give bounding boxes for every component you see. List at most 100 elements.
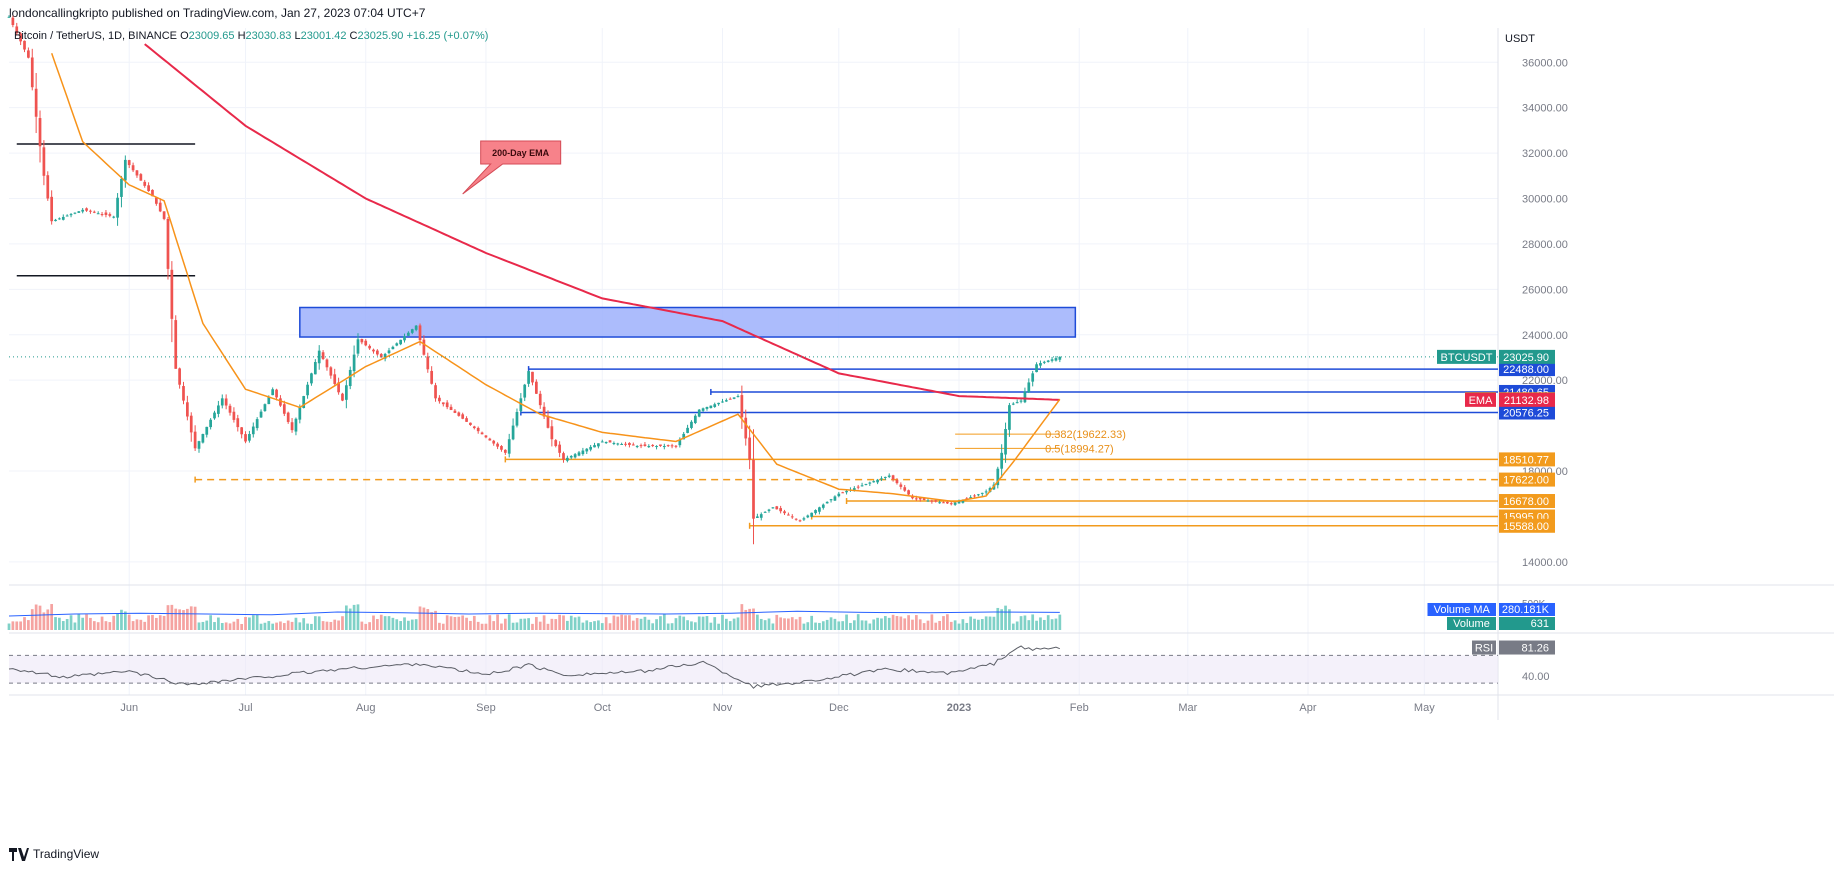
volume-bar <box>759 618 763 630</box>
candle-body <box>19 33 22 42</box>
candle-body <box>515 411 519 426</box>
volume-bar <box>453 616 457 630</box>
x-tick-label: Sep <box>476 702 496 714</box>
candle-body <box>50 196 54 222</box>
candle-body <box>58 218 61 220</box>
candle-body <box>860 485 864 487</box>
price-tag-name: EMA <box>1469 395 1494 407</box>
volume-bar <box>391 617 395 630</box>
candle-body <box>554 440 558 447</box>
candle-body <box>81 209 85 212</box>
volume-tag-value-bg <box>1499 617 1555 630</box>
volume-tag-name: Volume MA <box>1434 604 1491 616</box>
candle-body <box>23 40 26 50</box>
candle-body <box>1054 358 1058 361</box>
candle-body <box>476 427 480 432</box>
price-tag-name: BTCUSDT <box>1441 352 1493 364</box>
candle-body <box>721 401 724 403</box>
x-tick-label: Jun <box>120 702 138 714</box>
volume-tag-value: 280.181K <box>1502 604 1550 616</box>
volume-bar <box>383 616 387 630</box>
candle-body <box>38 118 42 147</box>
volume-bar <box>422 607 426 630</box>
rsi-band <box>9 655 1498 684</box>
volume-bar <box>321 621 325 630</box>
candle-body <box>298 407 302 420</box>
volume-bar <box>756 614 759 630</box>
volume-bar <box>608 623 612 630</box>
candle-body <box>213 412 216 419</box>
o-value: 23009.65 <box>189 30 238 42</box>
price-tag-name-bg <box>1465 392 1496 407</box>
volume-bar <box>1058 614 1062 630</box>
candle-body <box>445 402 449 408</box>
volume-bar <box>577 616 581 630</box>
candle-body <box>356 339 360 354</box>
candle-body <box>717 402 720 405</box>
candle-body <box>310 373 313 384</box>
x-tick-label: Aug <box>356 702 376 714</box>
volume-bar <box>965 622 969 630</box>
level-tag-label: 20576.25 <box>1503 407 1549 419</box>
candle-body <box>771 507 775 509</box>
candle-body <box>480 432 484 435</box>
volume-bar <box>841 621 845 630</box>
candle-body <box>569 456 573 458</box>
volume-bar <box>244 616 247 630</box>
candle-body <box>670 445 674 447</box>
volume-bar <box>662 614 666 630</box>
volume-bar <box>178 609 181 630</box>
candle-body <box>996 468 1000 486</box>
volume-bar <box>123 611 127 630</box>
level-tag-label: 16678.00 <box>1503 496 1549 508</box>
candle-body <box>472 426 476 429</box>
volume-bar <box>1054 618 1058 630</box>
volume-bar <box>612 615 616 630</box>
volume-bar <box>34 604 38 630</box>
candle-body <box>767 509 771 511</box>
volume-bar <box>154 617 158 630</box>
rsi-line <box>8 645 1060 689</box>
candle-body <box>763 511 767 513</box>
volume-bar <box>337 620 340 630</box>
rsi-tag: RSI 81.26 <box>1472 640 1555 655</box>
candle-body <box>740 395 744 418</box>
resistance-zone <box>299 306 1077 338</box>
candle-body <box>833 496 837 501</box>
candle-body <box>209 419 212 428</box>
volume-bar <box>686 620 689 630</box>
rsi-tag-value-bg <box>1499 640 1555 655</box>
x-tick-label: Dec <box>829 702 849 714</box>
candle-body <box>465 418 468 422</box>
volume-bar <box>705 616 709 630</box>
volume-bar <box>887 617 891 630</box>
volume-bar <box>752 608 755 630</box>
candle-body <box>686 427 689 433</box>
level-tag-label: 22488.00 <box>1503 364 1549 376</box>
volume-bar <box>682 616 686 630</box>
volume-bar <box>1015 621 1019 630</box>
candle-body <box>957 501 961 504</box>
candle-body <box>949 503 953 505</box>
candle-body <box>123 159 127 181</box>
volume-bar <box>573 617 577 630</box>
volume-bar <box>96 622 100 630</box>
candle-body <box>302 396 306 408</box>
x-tick-label: Feb <box>1070 702 1089 714</box>
y-axis: USDT 36000.00 34000.00 32000.00 30000.00 2800… <box>1505 33 1568 569</box>
candle-body <box>961 499 965 503</box>
volume-bar <box>430 612 434 630</box>
y-tick-label: 30000.00 <box>1522 194 1568 206</box>
volume-bar <box>779 617 783 630</box>
candle-body <box>915 498 918 500</box>
candle-body <box>251 426 255 435</box>
volume-bar <box>845 614 848 630</box>
candle-body <box>790 516 794 518</box>
volume-bar <box>500 623 503 630</box>
volume-bar <box>1027 620 1031 630</box>
volume-bar <box>488 615 492 630</box>
volume-bar <box>724 618 728 630</box>
volume-bar <box>503 618 507 630</box>
volume-bar <box>818 622 821 630</box>
